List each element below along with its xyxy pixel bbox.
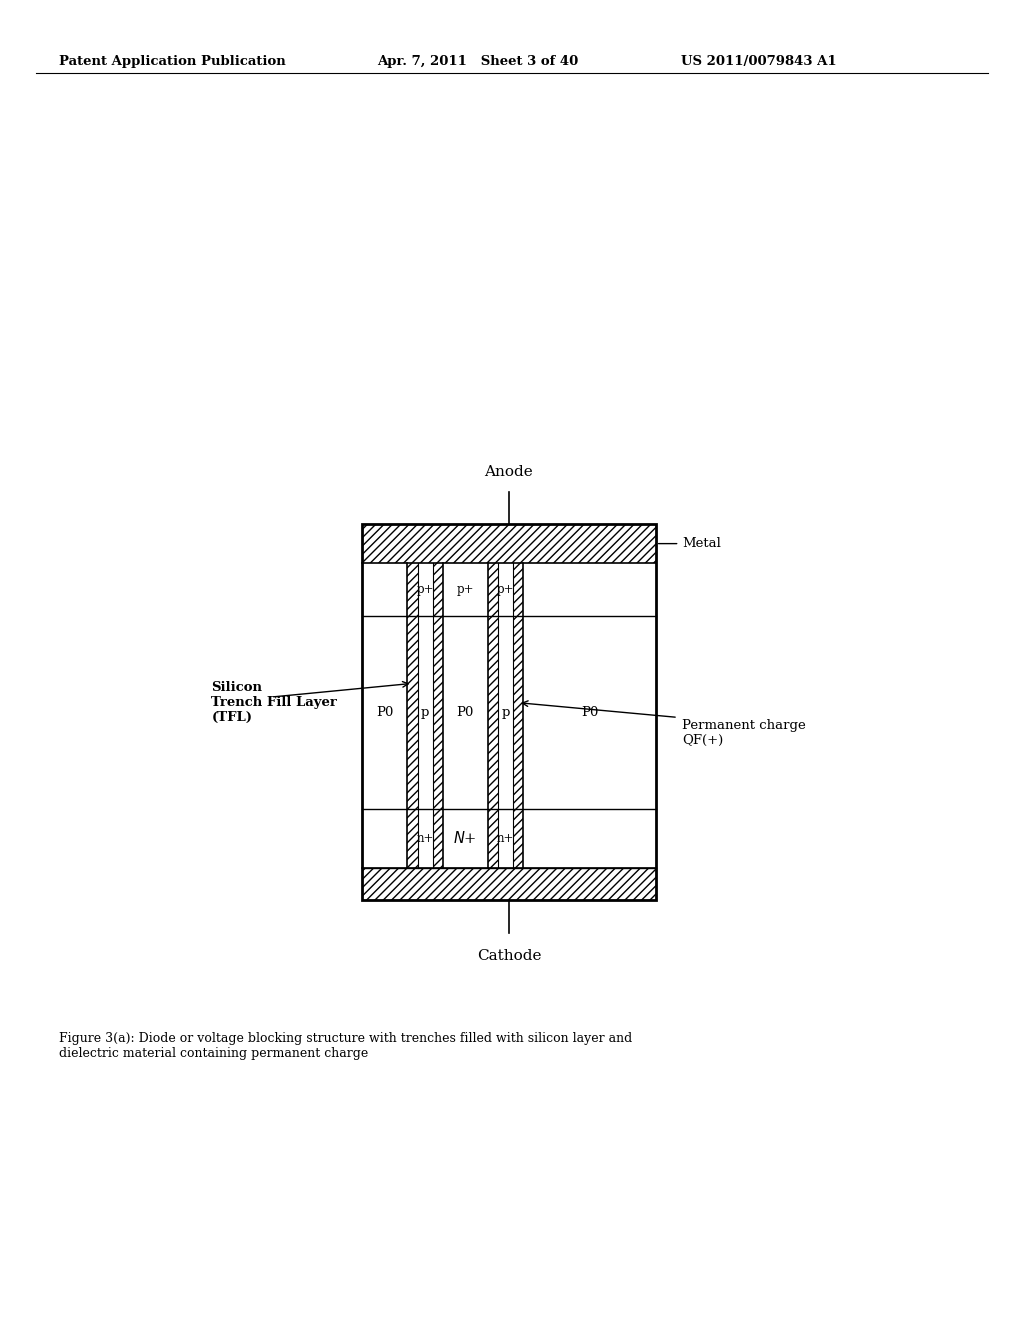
Text: Permanent charge
QF(+): Permanent charge QF(+)	[682, 718, 806, 747]
Text: p+: p+	[497, 583, 514, 595]
Text: n+: n+	[497, 832, 514, 845]
Bar	[362, 867, 655, 900]
Text: P0: P0	[376, 706, 393, 719]
Text: Cathode: Cathode	[477, 949, 541, 964]
Bar	[362, 524, 655, 900]
Text: p+: p+	[417, 583, 434, 595]
Text: P0: P0	[581, 706, 598, 719]
Bar	[362, 524, 655, 562]
Bar	[418, 562, 433, 867]
Text: Silicon
Trench Fill Layer
(TFL): Silicon Trench Fill Layer (TFL)	[211, 681, 337, 723]
Bar	[362, 524, 655, 900]
Text: n+: n+	[417, 832, 434, 845]
Bar	[498, 562, 513, 867]
Text: Patent Application Publication: Patent Application Publication	[59, 55, 286, 69]
Text: P0: P0	[457, 706, 474, 719]
Text: Figure 3(a): Diode or voltage blocking structure with trenches filled with silic: Figure 3(a): Diode or voltage blocking s…	[59, 1032, 633, 1060]
Text: p+: p+	[457, 583, 474, 595]
Text: Anode: Anode	[484, 465, 534, 479]
Bar	[487, 562, 523, 867]
Text: Metal: Metal	[682, 537, 721, 550]
Text: $N$+: $N$+	[454, 830, 477, 846]
Bar	[408, 562, 443, 867]
Text: p: p	[501, 706, 510, 719]
Text: p: p	[421, 706, 429, 719]
Text: US 2011/0079843 A1: US 2011/0079843 A1	[681, 55, 837, 69]
Text: Apr. 7, 2011   Sheet 3 of 40: Apr. 7, 2011 Sheet 3 of 40	[377, 55, 579, 69]
